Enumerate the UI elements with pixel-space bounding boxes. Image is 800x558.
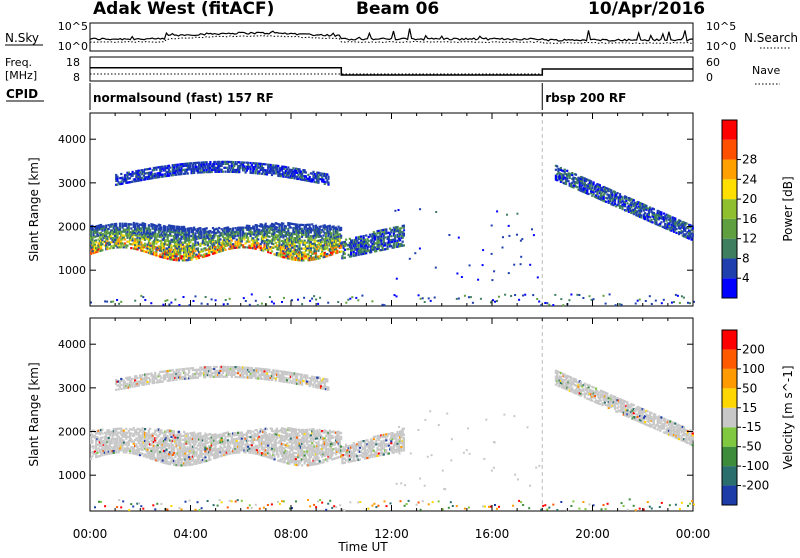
station-title: Adak West (fitACF) (93, 0, 274, 19)
freq-lines (90, 68, 693, 75)
echo-cells (90, 161, 695, 306)
velocity-colorbar: 200 100 50 15 -15 -50 -100 -200 Velocity [m s^-1… (722, 330, 795, 505)
colorbar-swatch (722, 447, 737, 466)
colorbar-tick-label: 200 (742, 342, 765, 356)
colorbar-tick-label: 50 (742, 381, 757, 395)
nave-label: Nave (752, 64, 780, 77)
cpid-segment-text: normalsound (fast) 157 RF (93, 91, 274, 105)
y-tick-label: 2000 (58, 221, 86, 234)
colorbar-swatch (722, 219, 737, 239)
echo-cells (90, 366, 695, 511)
colorbar-swatch (722, 160, 737, 180)
y-tick-label: 1000 (58, 469, 86, 482)
y-tick-label: 3000 (58, 382, 86, 395)
power-panel: 1000 2000 3000 4000 Slant Range [km] (27, 113, 695, 306)
freq-label: Freq. (5, 56, 32, 69)
colorbar-tick-label: 15 (742, 401, 757, 415)
time-axis: 00:00 04:00 08:00 12:00 16:00 20:00 00:00 (73, 527, 711, 541)
cpid-label: CPID (6, 87, 38, 101)
noise-left-tick-top: 10^5 (58, 20, 88, 33)
freq-tick-top: 18 (66, 56, 80, 69)
colorbar-swatch (722, 388, 737, 407)
time-axis-label: Time UT (337, 540, 388, 554)
freq-unit-label: [MHz] (5, 69, 37, 82)
colorbar-swatch (722, 466, 737, 485)
x-tick-label: 20:00 (575, 527, 610, 541)
y-tick-label: 1000 (58, 264, 86, 277)
colorbar-tick-label: -50 (742, 440, 762, 454)
colorbar-swatch (722, 369, 737, 388)
date-title: 10/Apr/2016 (588, 0, 705, 19)
noise-right-tick-bottom: 10^0 (706, 40, 736, 53)
colorbar-swatch (722, 179, 737, 199)
x-tick-label: 16:00 (475, 527, 510, 541)
colorbar-label: Power [dB] (781, 176, 795, 241)
colorbar-tick-label: -15 (742, 420, 762, 434)
colorbar-tick-label: 16 (742, 212, 757, 226)
panel-frame (90, 113, 693, 306)
colorbar-tick-label: 8 (742, 251, 750, 265)
beam-title: Beam 06 (356, 0, 439, 19)
colorbar-tick-label: 4 (742, 271, 750, 285)
freq-tick-bottom: 8 (73, 71, 80, 84)
x-tick-label: 04:00 (173, 527, 208, 541)
colorbar-swatch (722, 349, 737, 368)
noise-sky-line (90, 29, 693, 42)
colorbar-label: Velocity [m s^-1] (781, 365, 795, 469)
cpid-segment-text: rbsp 200 RF (545, 91, 626, 105)
colorbar-tick-label: 28 (742, 153, 757, 167)
colorbar-swatch (722, 239, 737, 259)
y-tick-label: 4000 (58, 133, 86, 146)
nave-tick-top: 60 (706, 56, 720, 69)
y-tick-label: 4000 (58, 338, 86, 351)
colorbar-swatch (722, 278, 737, 298)
colorbar-tick-label: -100 (742, 459, 769, 473)
colorbar-swatch (722, 258, 737, 278)
noise-right-tick-top: 10^5 (706, 20, 736, 33)
nave-tick-bottom: 0 (706, 71, 713, 84)
y-tick-label: 2000 (58, 426, 86, 439)
x-tick-label: 00:00 (676, 527, 711, 541)
noise-left-tick-bottom: 10^0 (58, 40, 88, 53)
x-tick-label: 12:00 (374, 527, 409, 541)
power-colorbar: 4 8 12 16 20 24 28 Power [dB] (722, 120, 795, 298)
colorbar-tick-label: 24 (742, 172, 757, 186)
colorbar-tick-label: 100 (742, 362, 765, 376)
colorbar-tick-label: -200 (742, 479, 769, 493)
x-tick-label: 00:00 (73, 527, 108, 541)
colorbar-swatch (722, 486, 737, 505)
cpid-segments: normalsound (fast) 157 RF rbsp 200 RF (90, 83, 626, 110)
colorbar-tick-label: 12 (742, 232, 757, 246)
colorbar-swatch (722, 140, 737, 160)
colorbar-swatch (722, 330, 737, 349)
nsearch-label: N.Search (744, 31, 798, 45)
y-axis-label: Slant Range [km] (27, 362, 41, 466)
colorbar-swatch (722, 120, 737, 140)
velocity-panel: 1000 2000 3000 4000 Slant Range [km] (27, 318, 695, 511)
panel-frame (90, 318, 693, 511)
nsky-label: N.Sky (5, 31, 39, 45)
colorbar-swatch (722, 408, 737, 427)
x-tick-label: 08:00 (274, 527, 309, 541)
y-tick-label: 3000 (58, 177, 86, 190)
colorbar-tick-label: 20 (742, 192, 757, 206)
colorbar-swatch (722, 199, 737, 219)
colorbar-swatch (722, 427, 737, 446)
y-axis-label: Slant Range [km] (27, 157, 41, 261)
